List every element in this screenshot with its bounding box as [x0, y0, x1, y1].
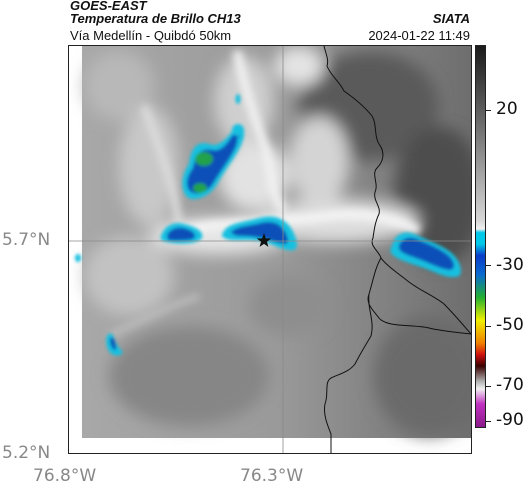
brightness-temperature-map	[69, 46, 471, 453]
latitude-label: 5.7°N	[2, 230, 51, 250]
colorbar-label: -30	[496, 255, 524, 275]
datetime-label: 2024-01-22 11:49	[368, 28, 470, 43]
star-icon	[256, 233, 272, 247]
longitude-label: 76.8°W	[33, 466, 97, 486]
longitude-label: 76.3°W	[240, 466, 304, 486]
colorbar-label: -90	[496, 410, 524, 430]
location-subtitle: Vía Medellín - Quibdó 50km	[70, 28, 232, 43]
satellite-map-panel[interactable]	[68, 45, 472, 454]
satellite-source-title: GOES-EAST	[70, 0, 147, 13]
colorbar-tick	[486, 421, 491, 422]
country-border-line	[323, 46, 471, 453]
organization-label: SIATA	[432, 11, 470, 26]
colorbar-label: -50	[496, 315, 524, 335]
colorbar-tick	[486, 110, 491, 111]
cloud-field	[82, 46, 471, 438]
latitude-label: 5.2°N	[2, 443, 51, 463]
colorbar-tick	[486, 326, 491, 327]
temperature-colorbar	[475, 45, 486, 428]
colorbar-tick	[486, 265, 491, 266]
cold-cloud-cores	[75, 94, 461, 356]
product-title: Temperatura de Brillo CH13	[70, 11, 241, 26]
colorbar-label: 20	[496, 99, 518, 119]
colorbar-tick	[486, 386, 491, 387]
colorbar-label: -70	[496, 375, 524, 395]
